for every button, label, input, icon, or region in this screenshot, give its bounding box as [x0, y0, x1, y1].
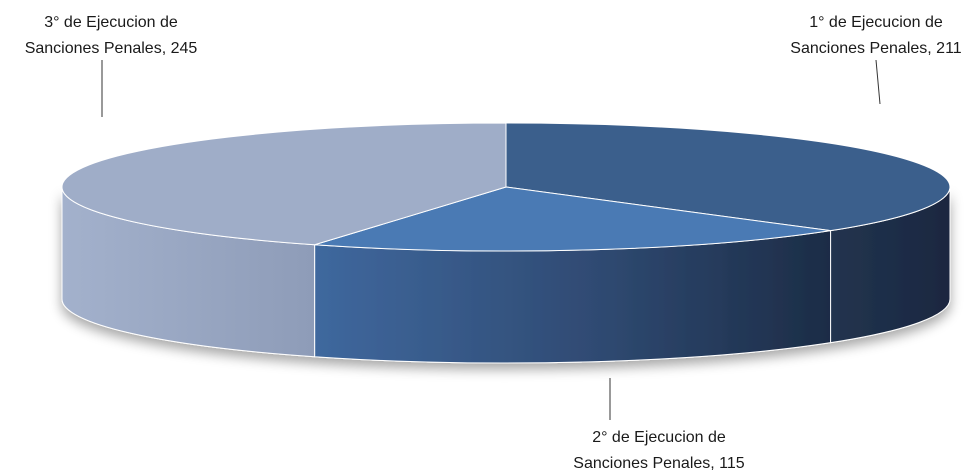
- pie-label-group: 1° de Ejecucion de Sanciones Penales, 211…: [25, 14, 962, 470]
- data-label-1-line1: 1° de Ejecucion de: [809, 14, 943, 31]
- data-label-3: 3° de Ejecucion de Sanciones Penales, 245: [25, 14, 198, 57]
- data-label-2-line2: Sanciones Penales, 115: [573, 455, 744, 470]
- data-label-2: 2° de Ejecucion de Sanciones Penales, 115: [573, 429, 744, 470]
- data-label-2-line1: 2° de Ejecucion de: [592, 429, 726, 446]
- data-label-1-line2: Sanciones Penales, 211: [790, 40, 961, 57]
- data-label-3-line1: 3° de Ejecucion de: [44, 14, 178, 31]
- leader-line-1: [875, 59, 881, 105]
- pie-slice-1: [505, 122, 951, 232]
- data-label-3-line2: Sanciones Penales, 245: [25, 40, 198, 57]
- pie-slice-2: [314, 186, 831, 252]
- pie-side-group: [61, 186, 951, 364]
- pie-top-group: [61, 122, 951, 252]
- data-label-1: 1° de Ejecucion de Sanciones Penales, 211: [790, 14, 961, 57]
- pie-slice-3: [61, 122, 507, 246]
